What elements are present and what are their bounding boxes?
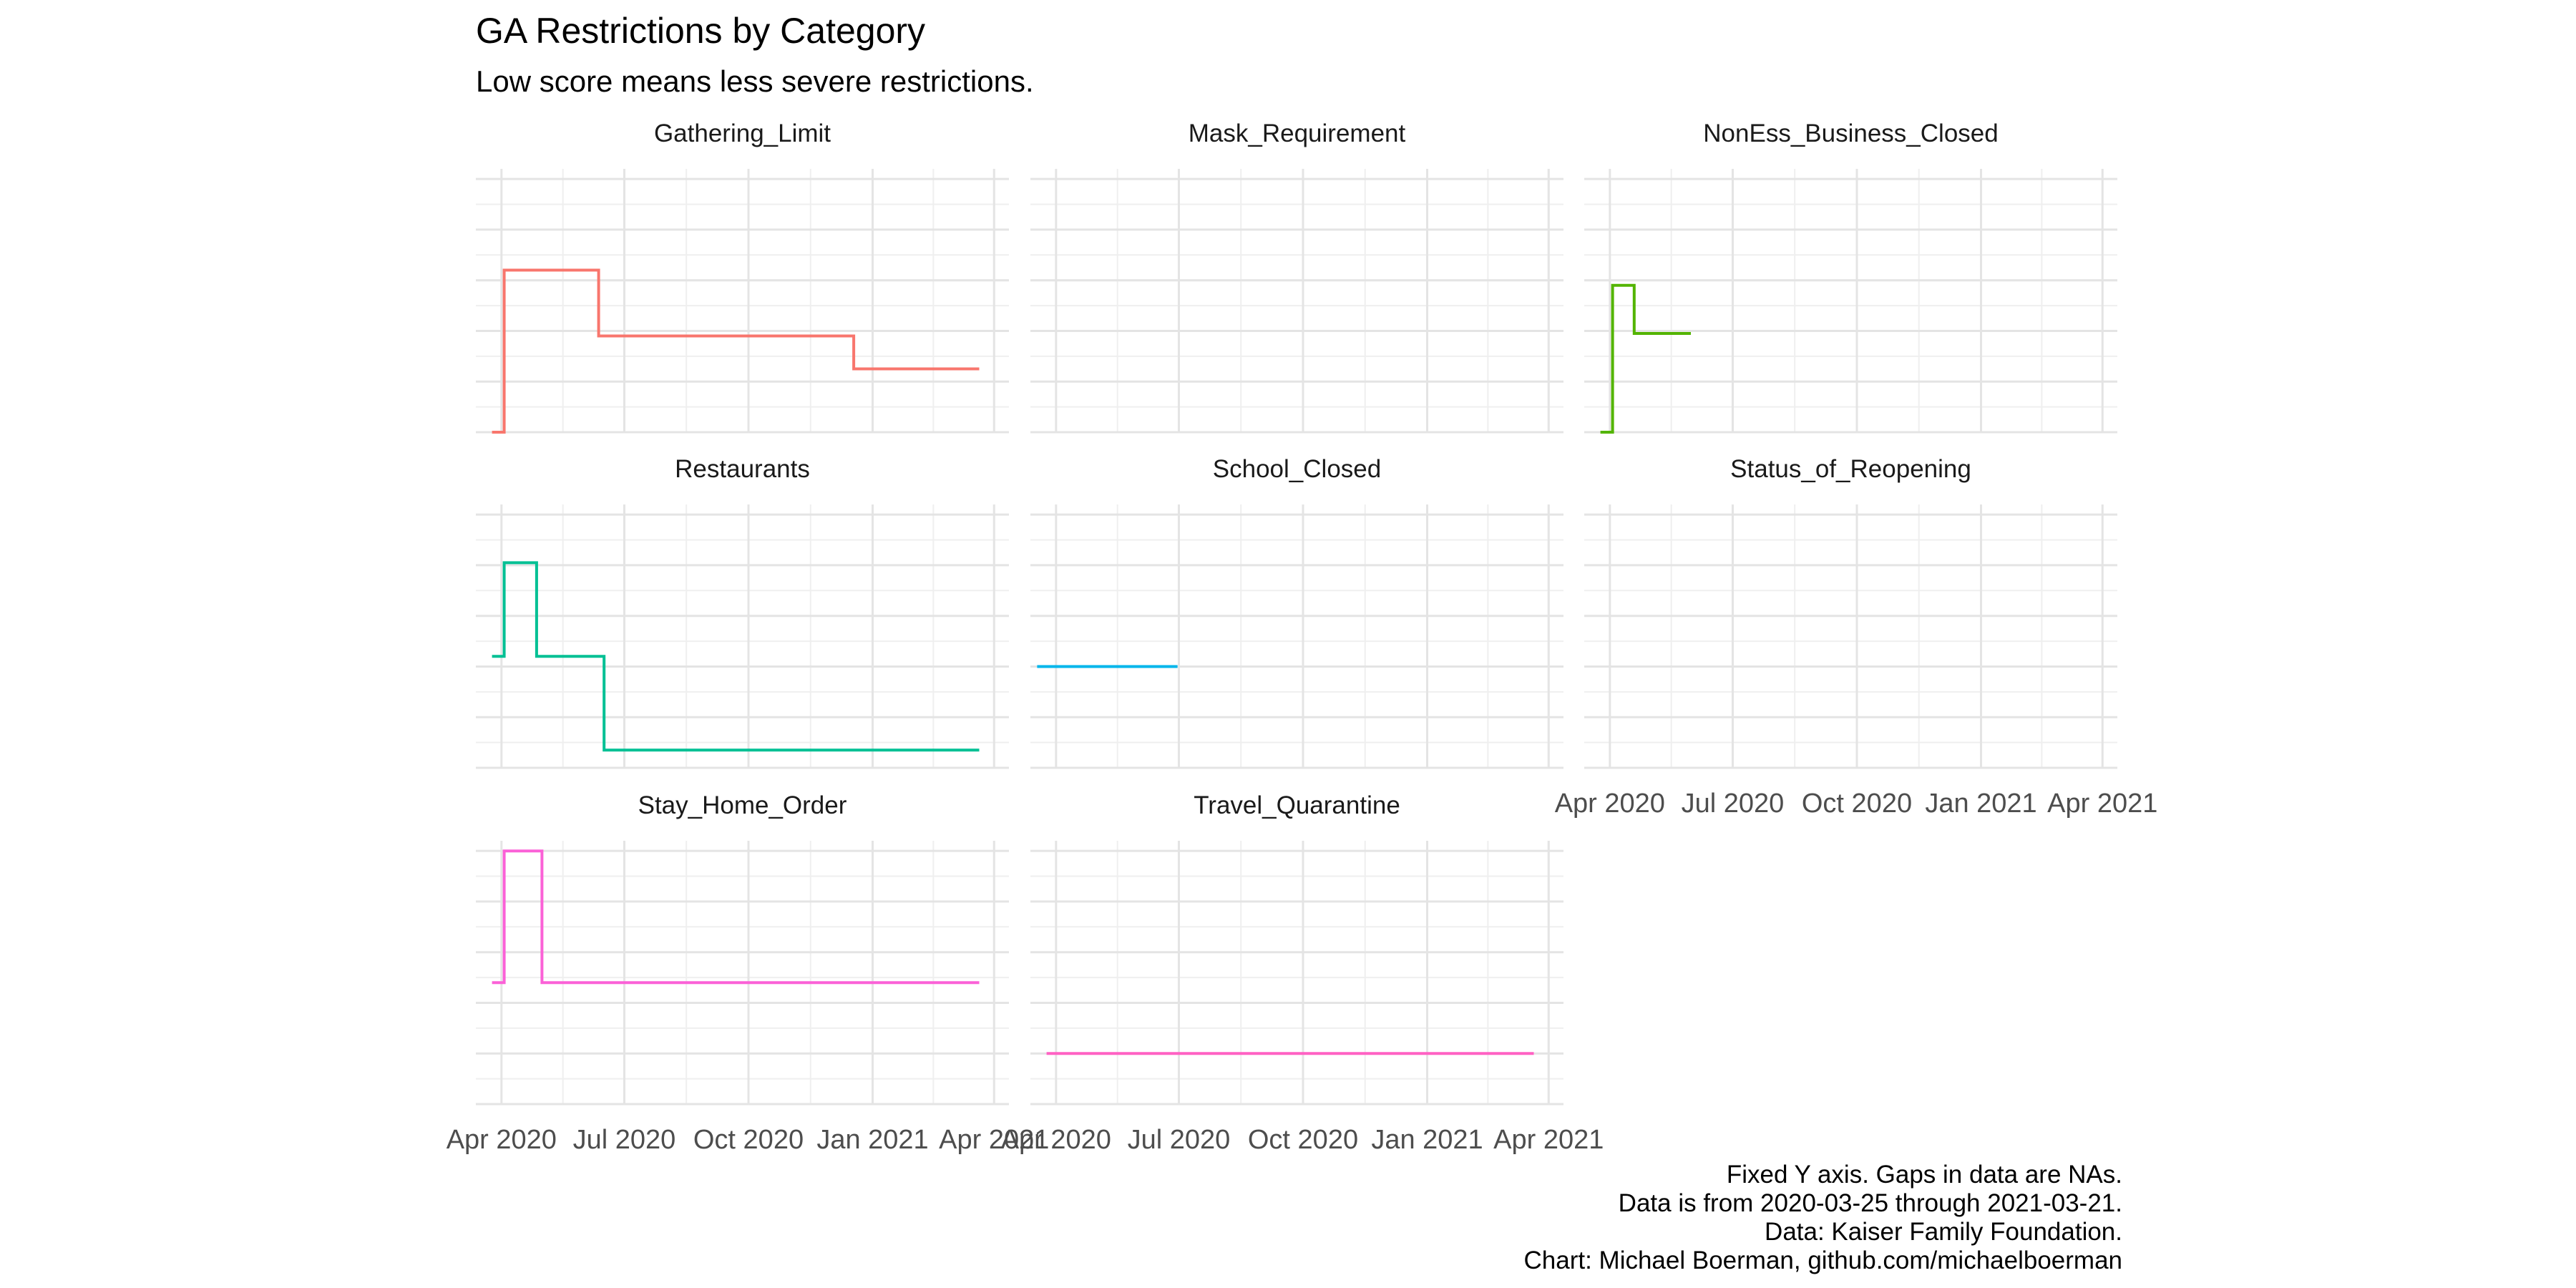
facet-strip-label: NonEss_Business_Closed bbox=[1703, 119, 1998, 147]
facet-strip-label: Gathering_Limit bbox=[654, 119, 831, 147]
x-tick-label: Jan 2021 bbox=[1925, 789, 2036, 819]
caption-line: Data is from 2020-03-25 through 2021-03-… bbox=[1618, 1189, 2122, 1217]
facet-panel-Travel_Quarantine: Travel_Quarantine Apr 2020 Jul 2020 Oct 202… bbox=[1001, 791, 1604, 1155]
facet-panel-Stay_Home_Order: Stay_Home_Order Apr 2020 Jul 2020 Oct 2020 J… bbox=[447, 791, 1050, 1155]
facet-strip-label: School_Closed bbox=[1213, 455, 1381, 483]
x-tick-label: Apr 2020 bbox=[447, 1125, 557, 1155]
facet-panel-Status_of_Reopening: Status_of_Reopening Apr 2020 Jul 2020 Oct 2… bbox=[1555, 455, 2158, 819]
facet-panel-NonEss_Business_Closed: NonEss_Business_Closed bbox=[1584, 119, 2117, 434]
series-line-Restaurants bbox=[492, 561, 980, 752]
x-tick-label: Apr 2021 bbox=[939, 1125, 1049, 1155]
facet-panel-School_Closed: School_Closed bbox=[1030, 455, 1563, 769]
series-line-Stay_Home_Order bbox=[492, 849, 980, 985]
x-tick-label: Jul 2020 bbox=[1682, 789, 1785, 819]
x-tick-label: Oct 2020 bbox=[1802, 789, 1912, 819]
chart-subtitle: Low score means less severe restrictions… bbox=[476, 64, 1034, 98]
facet-strip-label: Mask_Requirement bbox=[1189, 119, 1406, 147]
x-tick-label: Jul 2020 bbox=[1128, 1125, 1231, 1155]
chart-title: GA Restrictions by Category bbox=[476, 11, 926, 51]
x-tick-label: Apr 2020 bbox=[1001, 1125, 1111, 1155]
facet-panel-Mask_Requirement: Mask_Requirement bbox=[1030, 119, 1563, 434]
series-line-Gathering_Limit bbox=[492, 268, 980, 434]
caption-line: Fixed Y axis. Gaps in data are NAs. bbox=[1726, 1161, 2122, 1189]
facet-strip-label: Travel_Quarantine bbox=[1194, 791, 1400, 819]
facet-strip-label: Stay_Home_Order bbox=[638, 791, 847, 819]
caption-line: Data: Kaiser Family Foundation. bbox=[1765, 1218, 2122, 1246]
x-tick-label: Apr 2021 bbox=[1493, 1125, 1604, 1155]
x-tick-label: Jan 2021 bbox=[816, 1125, 928, 1155]
caption-line: Chart: Michael Boerman, github.com/micha… bbox=[1523, 1246, 2123, 1274]
chart-caption: Fixed Y axis. Gaps in data are NAs. Data… bbox=[1049, 1161, 2123, 1275]
x-tick-label: Jul 2020 bbox=[573, 1125, 676, 1155]
facet-strip-label: Status_of_Reopening bbox=[1730, 455, 1971, 483]
series-line-NonEss_Business_Closed bbox=[1600, 283, 1691, 434]
facet-panel-Gathering_Limit: Gathering_Limit bbox=[476, 119, 1009, 434]
facet-strip-label: Restaurants bbox=[675, 455, 810, 483]
x-tick-label: Jan 2021 bbox=[1371, 1125, 1483, 1155]
x-tick-label: Apr 2020 bbox=[1555, 789, 1665, 819]
x-tick-label: Oct 2020 bbox=[1248, 1125, 1358, 1155]
facet-panel-Restaurants: Restaurants bbox=[476, 455, 1009, 769]
x-tick-label: Oct 2020 bbox=[693, 1125, 804, 1155]
x-tick-label: Apr 2021 bbox=[2047, 789, 2157, 819]
